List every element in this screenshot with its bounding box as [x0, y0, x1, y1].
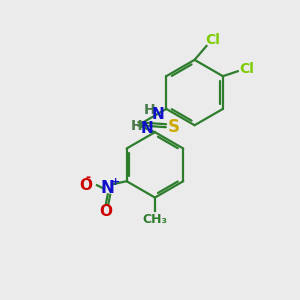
Text: O: O: [80, 178, 92, 193]
Text: -: -: [85, 171, 91, 184]
Text: Cl: Cl: [205, 33, 220, 47]
Text: H: H: [131, 119, 142, 133]
Text: N: N: [101, 179, 115, 197]
Text: +: +: [111, 177, 120, 187]
Text: CH₃: CH₃: [142, 213, 167, 226]
Text: N: N: [152, 106, 164, 122]
Text: Cl: Cl: [239, 62, 254, 76]
Text: O: O: [99, 204, 112, 219]
Text: S: S: [168, 118, 180, 136]
Text: N: N: [140, 121, 153, 136]
Text: H: H: [143, 103, 155, 117]
